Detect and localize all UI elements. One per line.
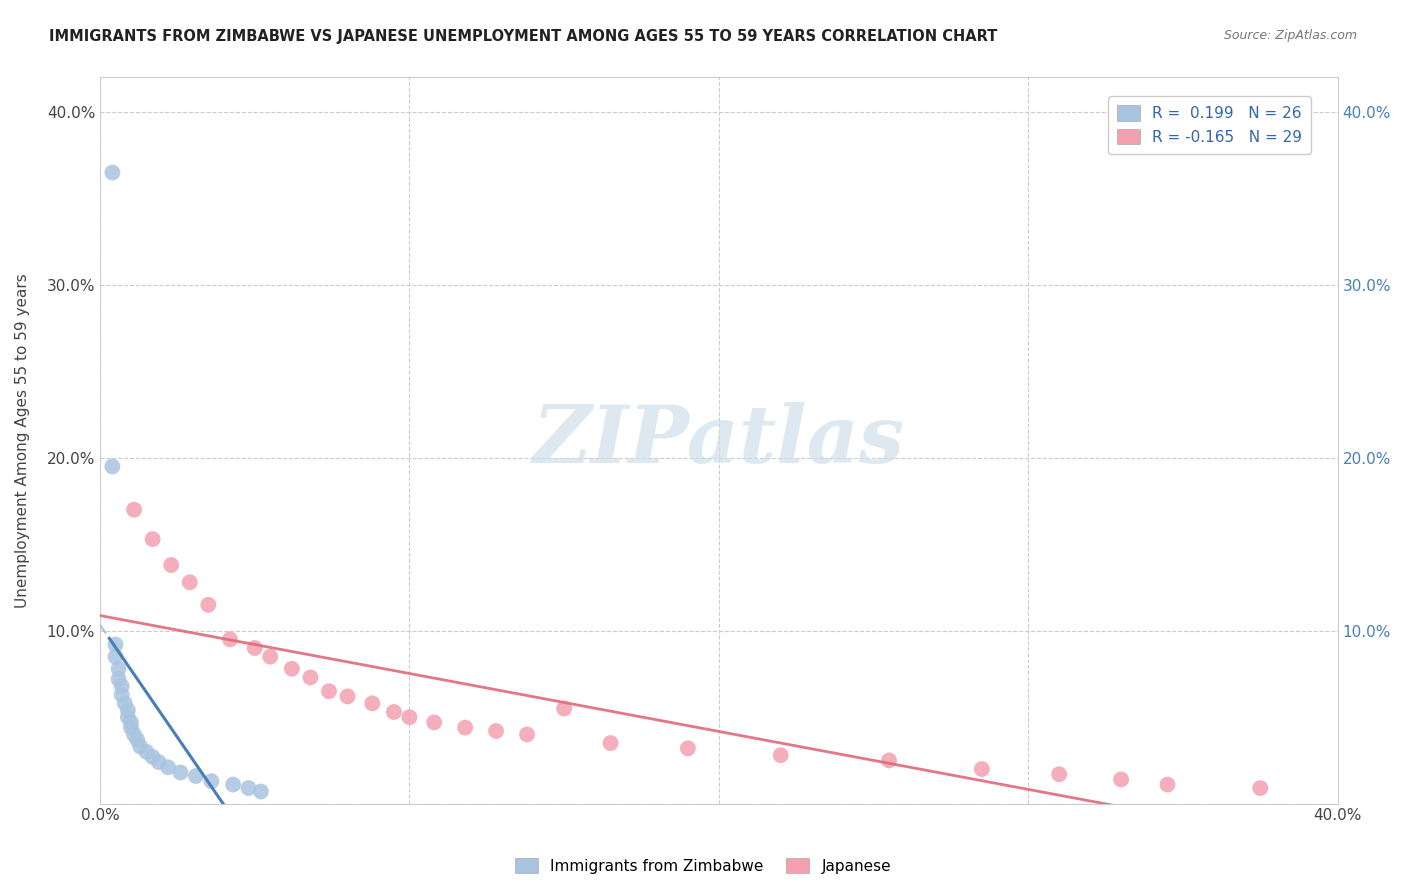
Point: [1156, 778, 1178, 792]
Point: [250, 784, 273, 798]
Point: [157, 760, 180, 774]
Point: [107, 662, 129, 676]
Point: [599, 736, 621, 750]
Point: [281, 662, 304, 676]
Point: [769, 748, 792, 763]
Y-axis label: Unemployment Among Ages 55 to 59 years: Unemployment Among Ages 55 to 59 years: [15, 273, 30, 608]
Point: [398, 710, 420, 724]
Point: [135, 745, 157, 759]
Point: [336, 690, 359, 704]
Point: [200, 774, 222, 789]
Point: [970, 762, 993, 776]
Point: [127, 732, 149, 747]
Point: [142, 532, 165, 546]
Point: [142, 750, 165, 764]
Point: [120, 715, 142, 730]
Point: [259, 649, 281, 664]
Text: IMMIGRANTS FROM ZIMBABWE VS JAPANESE UNEMPLOYMENT AMONG AGES 55 TO 59 YEARS CORR: IMMIGRANTS FROM ZIMBABWE VS JAPANESE UNE…: [49, 29, 998, 45]
Point: [197, 598, 219, 612]
Point: [122, 727, 145, 741]
Point: [120, 721, 142, 735]
Point: [382, 705, 405, 719]
Legend: R =  0.199   N = 26, R = -0.165   N = 29: R = 0.199 N = 26, R = -0.165 N = 29: [1108, 96, 1312, 154]
Point: [1249, 780, 1271, 795]
Point: [1047, 767, 1070, 781]
Point: [114, 696, 136, 710]
Point: [107, 672, 129, 686]
Point: [516, 727, 538, 741]
Point: [184, 769, 207, 783]
Point: [676, 741, 699, 756]
Point: [129, 739, 152, 754]
Point: [101, 165, 124, 179]
Point: [117, 703, 139, 717]
Point: [243, 640, 266, 655]
Text: ZIPatlas: ZIPatlas: [533, 401, 905, 479]
Point: [222, 778, 245, 792]
Point: [1109, 772, 1132, 787]
Point: [299, 670, 322, 684]
Point: [104, 638, 127, 652]
Point: [111, 679, 134, 693]
Legend: Immigrants from Zimbabwe, Japanese: Immigrants from Zimbabwe, Japanese: [509, 852, 897, 880]
Point: [877, 753, 900, 767]
Point: [219, 632, 242, 647]
Point: [104, 649, 127, 664]
Point: [238, 780, 260, 795]
Point: [423, 715, 446, 730]
Point: [553, 701, 575, 715]
Point: [117, 710, 139, 724]
Point: [318, 684, 340, 698]
Text: Source: ZipAtlas.com: Source: ZipAtlas.com: [1223, 29, 1357, 43]
Point: [169, 765, 191, 780]
Point: [160, 558, 183, 572]
Point: [111, 688, 134, 702]
Point: [485, 724, 508, 739]
Point: [122, 502, 145, 516]
Point: [101, 459, 124, 474]
Point: [454, 721, 477, 735]
Point: [179, 575, 201, 590]
Point: [148, 755, 170, 769]
Point: [361, 696, 384, 710]
